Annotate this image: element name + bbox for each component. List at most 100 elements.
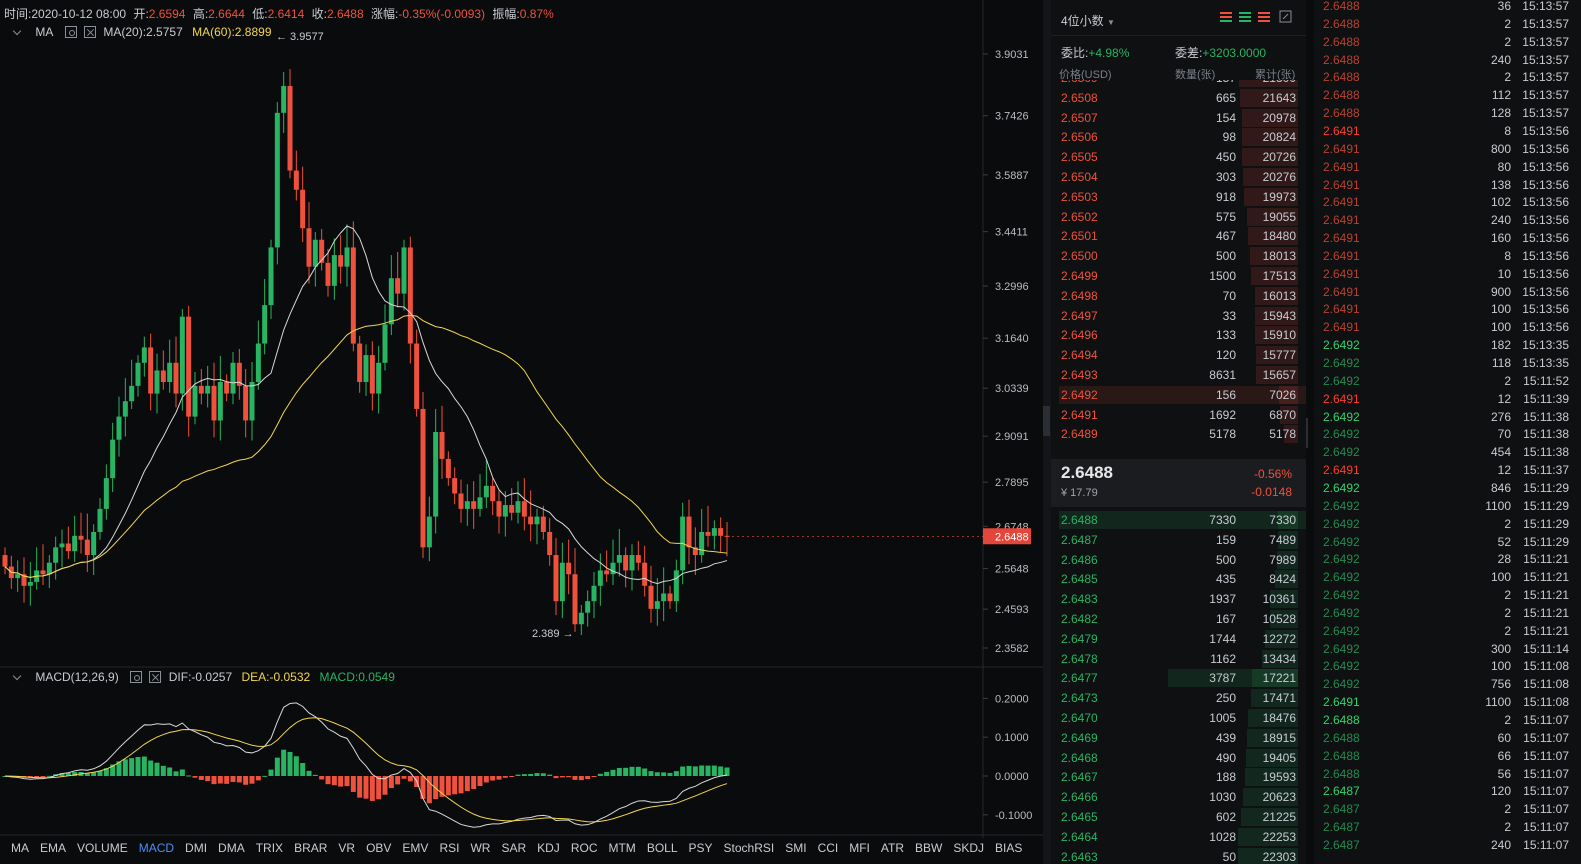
depth-bar [1251,689,1298,708]
bid-row[interactable]: 2.6488 7330 7330 [1051,510,1306,530]
macd-bar [515,774,521,776]
macd-bar [103,768,109,776]
trade-price: 2.6488 [1323,34,1360,49]
bid-row[interactable]: 2.6479 1744 12272 [1051,629,1306,649]
expand-icon[interactable] [1279,10,1292,23]
collapse-chevron-icon[interactable] [12,671,22,681]
ob-price: 2.6482 [1061,612,1098,626]
indicator-tab-vr[interactable]: VR [338,841,356,855]
indicator-tab-mfi[interactable]: MFI [849,841,870,855]
indicator-tab-rsi[interactable]: RSI [439,841,460,855]
trade-time: 15:11:07 [1523,820,1569,835]
collapse-chevron-icon[interactable] [12,26,22,36]
ma-settings-icon[interactable] [64,26,77,38]
kline-chart-panel[interactable]: 3.9031 3.7426 3.5887 3.4411 3.2996 3.1640 3.03… [0,0,1043,864]
bid-row[interactable]: 2.6485 435 8424 [1051,569,1306,589]
ask-row[interactable]: 2.6502 575 19055 [1051,207,1306,227]
ask-row[interactable]: 2.6501 467 18480 [1051,226,1306,246]
bid-row[interactable]: 2.6469 439 18915 [1051,728,1306,748]
book-bids-icon[interactable] [1239,11,1251,23]
bid-row[interactable]: 2.6478 1162 13434 [1051,649,1306,669]
decimal-select[interactable]: 4位小数 ▼ [1061,14,1115,28]
bid-row[interactable]: 2.6486 500 7989 [1051,550,1306,570]
ask-row[interactable]: 2.6491 1692 6870 [1051,405,1306,425]
indicator-tab-volume[interactable]: VOLUME [77,841,128,855]
ask-row[interactable]: 2.6506 98 20824 [1051,127,1306,147]
ask-row[interactable]: 2.6492 156 7026 [1051,385,1306,405]
macd-settings-icon[interactable] [130,671,143,683]
kline-chart-svg[interactable]: 3.9031 3.7426 3.5887 3.4411 3.2996 3.1640 3.03… [0,0,1043,838]
indicator-tab-dma[interactable]: DMA [218,841,245,855]
ask-row[interactable]: 2.6505 450 20726 [1051,147,1306,167]
indicator-tab-macd[interactable]: MACD [138,841,175,855]
candle-body [91,531,97,556]
bid-row[interactable]: 2.6467 188 19593 [1051,767,1306,787]
indicator-tab-brar[interactable]: BRAR [294,841,328,855]
indicator-tab-trix[interactable]: TRIX [255,841,284,855]
ma-close-icon[interactable] [84,26,97,38]
indicator-tab-ema[interactable]: EMA [40,841,67,855]
ask-row[interactable]: 2.6494 120 15777 [1051,345,1306,365]
ob-qty: 167 [1215,612,1236,626]
ask-list: 2.6509 157 21800 2.6508 665 21643 2.6507 154 209… [1051,80,1306,455]
bid-row[interactable]: 2.6463 50 22303 [1051,847,1306,864]
indicator-tab-smi[interactable]: SMI [785,841,807,855]
bid-row[interactable]: 2.6477 3787 17221 [1051,668,1306,688]
ask-row[interactable]: 2.6499 1500 17513 [1051,266,1306,286]
ask-row[interactable]: 2.6496 133 15910 [1051,325,1306,345]
bid-row[interactable]: 2.6482 167 10528 [1051,609,1306,629]
indicator-tab-cci[interactable]: CCI [817,841,839,855]
macd-close-icon[interactable] [149,671,162,683]
candle-body [72,535,78,552]
indicator-tab-ma[interactable]: MA [11,841,29,855]
ask-row[interactable]: 2.6507 154 20978 [1051,108,1306,128]
bid-row[interactable]: 2.6487 159 7489 [1051,530,1306,550]
macd-bar [635,766,641,776]
indicator-tab-mtm[interactable]: MTM [608,841,636,855]
macd-bar [597,773,603,776]
indicator-tab-roc[interactable]: ROC [570,841,598,855]
ask-row[interactable]: 2.6493 8631 15657 [1051,365,1306,385]
candle-body [312,239,318,267]
depth-bar [1270,590,1298,609]
panel-divider[interactable] [1043,0,1051,864]
indicator-tab-sar[interactable]: SAR [501,841,527,855]
candle-body [718,528,724,536]
ask-row[interactable]: 2.6498 70 16013 [1051,286,1306,306]
ask-row[interactable]: 2.6509 157 21800 [1051,80,1306,88]
bid-row[interactable]: 2.6468 490 19405 [1051,748,1306,768]
ask-row[interactable]: 2.6504 303 20276 [1051,167,1306,187]
indicator-tab-psy[interactable]: PSY [688,841,713,855]
ask-row[interactable]: 2.6500 500 18013 [1051,246,1306,266]
indicator-tab-emv[interactable]: EMV [402,841,429,855]
macd-bar [540,773,546,776]
bid-row[interactable]: 2.6470 1005 18476 [1051,708,1306,728]
indicator-tab-bias[interactable]: BIAS [995,841,1023,855]
trade-row: 2.6492 182 15:13:35 [1314,336,1581,354]
book-asks-icon[interactable] [1258,11,1270,23]
collapse-handle[interactable] [1043,406,1050,436]
indicator-tab-obv[interactable]: OBV [366,841,392,855]
ask-row[interactable]: 2.6508 665 21643 [1051,88,1306,108]
indicator-tab-kdj[interactable]: KDJ [537,841,560,855]
order-book: 4位小数 ▼ 委比:+4.98% 委差:+3203.0000 价格(USD) 数… [1051,0,1306,864]
ask-row[interactable]: 2.6503 918 19973 [1051,187,1306,207]
indicator-tab-bbw[interactable]: BBW [915,841,943,855]
indicator-tab-stochrsi[interactable]: StochRSI [723,841,775,855]
indicator-tab-atr[interactable]: ATR [880,841,905,855]
bid-row[interactable]: 2.6483 1937 10361 [1051,589,1306,609]
ask-row[interactable]: 2.6489 5178 5178 [1051,424,1306,444]
bid-row[interactable]: 2.6464 1028 22253 [1051,827,1306,847]
bid-row[interactable]: 2.6466 1030 20623 [1051,787,1306,807]
indicator-tab-wr[interactable]: WR [470,841,491,855]
indicator-tab-boll[interactable]: BOLL [646,841,678,855]
book-both-icon[interactable] [1220,11,1232,23]
ask-row[interactable]: 2.6497 33 15943 [1051,306,1306,326]
ob-price: 2.6479 [1061,631,1098,646]
macd-bar [293,756,299,776]
bid-row[interactable]: 2.6465 602 21225 [1051,807,1306,827]
indicator-tab-dmi[interactable]: DMI [185,841,208,855]
last-chg: -0.0148 [1251,485,1292,499]
indicator-tab-skdj[interactable]: SKDJ [953,841,985,855]
bid-row[interactable]: 2.6473 250 17471 [1051,688,1306,708]
